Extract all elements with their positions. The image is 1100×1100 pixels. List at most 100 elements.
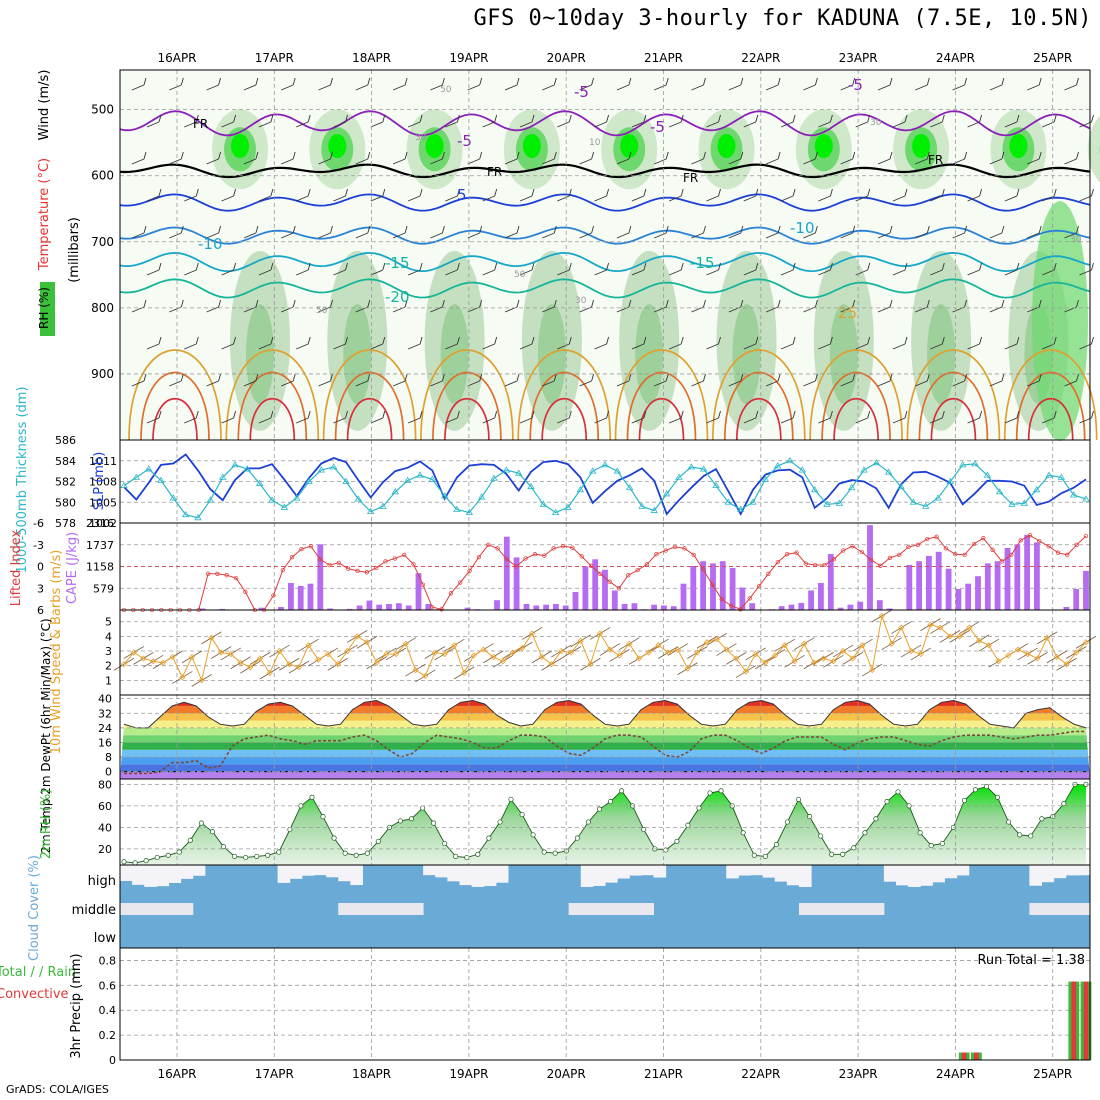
- wind-barb: [803, 380, 816, 387]
- wind-barb: [370, 195, 383, 202]
- thickness-point: [169, 494, 178, 501]
- wind-barb: [184, 195, 197, 202]
- wind-speed-point: [810, 659, 817, 666]
- wind-barb: [803, 232, 816, 239]
- wind-barb: [829, 114, 833, 123]
- wind-barb: [292, 373, 296, 382]
- cloud-clear-cell: [192, 865, 206, 876]
- lifted-index-point: [738, 607, 743, 612]
- lifted-index-point: [878, 563, 883, 568]
- cape-bar: [945, 568, 952, 610]
- cloud-clear-cell: [1053, 903, 1067, 915]
- rh-point: [685, 822, 691, 828]
- wind-barb: [382, 336, 386, 345]
- thickness-point: [724, 498, 733, 505]
- rh-point: [287, 826, 293, 833]
- wind-barb: [765, 306, 779, 313]
- wind-barb: [333, 269, 346, 276]
- wind-speed-point: [917, 650, 924, 658]
- pressure-tick-label: 800: [91, 301, 114, 315]
- wind-speed-point: [198, 677, 205, 684]
- wind-barb: [467, 380, 480, 387]
- wind-barb: [146, 121, 160, 128]
- wind-barb: [1076, 373, 1079, 382]
- rh-tick-label: 20: [98, 843, 112, 856]
- wind-speed-point: [548, 661, 555, 668]
- cape-tick-label: 579: [93, 582, 114, 595]
- cloud-clear-cell: [411, 903, 424, 915]
- rh-point: [243, 854, 249, 861]
- temperature-band: [120, 771, 1090, 779]
- thickness-point: [934, 494, 942, 501]
- temperature-contour-label: -5: [650, 118, 665, 136]
- rh-point: [530, 832, 536, 838]
- wind-barb: [579, 380, 592, 387]
- rh-point: [254, 853, 260, 859]
- lifted-index-point: [486, 542, 491, 547]
- cape-bar: [906, 564, 913, 610]
- wind-barb: [258, 269, 272, 276]
- wind-barb: [553, 151, 557, 160]
- cape-bar: [837, 607, 844, 610]
- slp-tick-label: 1005: [89, 496, 117, 509]
- wind-speed-point: [1053, 653, 1060, 660]
- wind-barb: [143, 299, 147, 308]
- wind-barb: [579, 158, 592, 165]
- wind-barb: [904, 336, 908, 345]
- wind-barb: [669, 417, 682, 424]
- cape-bar: [1014, 544, 1021, 610]
- lifted-index-axis-label: Lifted Index: [9, 529, 24, 606]
- wind-barb: [233, 410, 237, 419]
- wind-barb: [665, 151, 669, 160]
- lifted-index-point: [700, 567, 706, 572]
- rh-point: [364, 850, 370, 856]
- wind-speed-point: [150, 658, 157, 665]
- cape-bar: [778, 606, 785, 610]
- cloud-clear-cell: [592, 865, 606, 886]
- wind-barb: [382, 114, 386, 123]
- wind-barb: [221, 269, 234, 276]
- surface-wind-barb: [113, 657, 135, 671]
- wind-barb: [516, 299, 520, 308]
- wind-barb: [780, 121, 794, 128]
- wind-barb: [606, 114, 610, 123]
- rh-point: [961, 797, 967, 804]
- rh-point: [397, 818, 403, 824]
- wind-speed-point: [431, 649, 438, 656]
- cloud-clear-cell: [180, 865, 194, 879]
- warm-temperature-contour: [249, 398, 296, 441]
- thickness-point: [675, 473, 683, 480]
- wind-barb: [952, 232, 965, 239]
- wind-barb: [367, 373, 371, 382]
- wind-barb: [1064, 232, 1077, 239]
- wind-barb: [243, 380, 257, 387]
- wind-barb: [814, 151, 818, 160]
- lifted-index-point: [224, 573, 229, 578]
- wind-barb: [456, 188, 460, 197]
- thickness-point: [218, 473, 227, 480]
- cloud-clear-cell: [144, 903, 157, 915]
- cloud-clear-cell: [944, 865, 958, 879]
- cloud-clear-cell: [835, 903, 848, 915]
- cape-bar: [886, 608, 893, 610]
- cape-bar: [916, 561, 922, 610]
- wind-barb: [158, 410, 162, 419]
- cloud-clear-cell: [956, 865, 970, 876]
- wind-barb: [740, 225, 744, 234]
- cape-bar: [533, 605, 540, 610]
- wind-barb: [643, 188, 647, 197]
- wind-speed-point: [616, 652, 623, 659]
- temperature-contour-label: -20: [385, 288, 410, 306]
- wind-barb: [1004, 269, 1018, 276]
- cloud-clear-cell: [168, 865, 182, 884]
- wind-speed-point: [325, 650, 332, 658]
- warm-temperature-contour: [140, 371, 210, 441]
- rh-point: [696, 805, 702, 811]
- cloud-level-label: high: [88, 874, 116, 889]
- wind-barb: [531, 410, 535, 419]
- rh-contour-shade: [829, 304, 858, 405]
- wind-barb: [1042, 195, 1055, 202]
- wind-barb: [1076, 299, 1079, 308]
- rh-contour-shade: [537, 304, 566, 405]
- wind-barb: [718, 188, 721, 197]
